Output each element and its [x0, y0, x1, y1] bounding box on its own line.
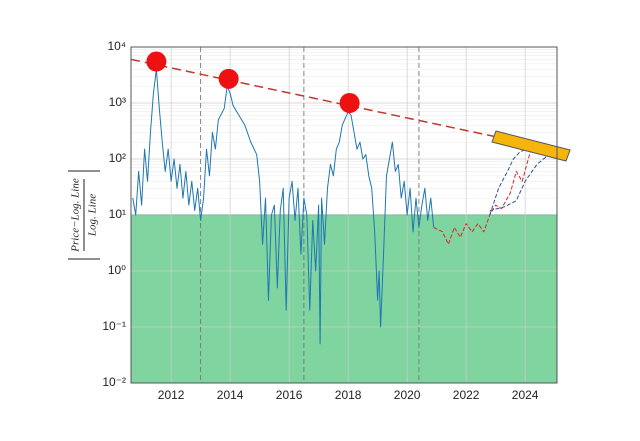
- y-tick-label: 10³: [109, 95, 126, 109]
- y-tick-label: 10²: [109, 151, 126, 165]
- x-tick-label: 2012: [158, 388, 185, 402]
- data-line: [489, 154, 550, 212]
- x-tick-label: 2014: [217, 388, 244, 402]
- y-tick-label: 10⁻²: [102, 375, 126, 389]
- threshold-area: [131, 215, 557, 383]
- y-tick-label: 10⁴: [107, 39, 126, 53]
- target-box: [491, 130, 571, 162]
- peak-marker: [339, 93, 360, 113]
- plot-layer: [130, 46, 557, 384]
- data-line: [433, 149, 532, 245]
- y-tick-label: 10⁰: [108, 263, 126, 277]
- x-tick-label: 2018: [335, 388, 362, 402]
- data-line: [489, 148, 526, 216]
- x-tick-label: 2024: [512, 388, 539, 402]
- x-tick-label: 2016: [276, 388, 303, 402]
- y-label-denominator: Log. Line: [87, 194, 99, 237]
- data-line: [132, 68, 435, 345]
- y-label-numerator: Price−Log. Line: [70, 178, 82, 253]
- peak-marker: [146, 51, 167, 72]
- y-tick-label: 10⁻¹: [102, 319, 126, 333]
- y-axis-label: Price−Log. Line Log. Line: [68, 170, 100, 260]
- peak-marker: [218, 68, 239, 89]
- x-tick-label: 2022: [453, 388, 480, 402]
- plot-frame: [130, 46, 558, 384]
- x-tick-label: 2020: [394, 388, 421, 402]
- y-tick-label: 10¹: [109, 207, 126, 221]
